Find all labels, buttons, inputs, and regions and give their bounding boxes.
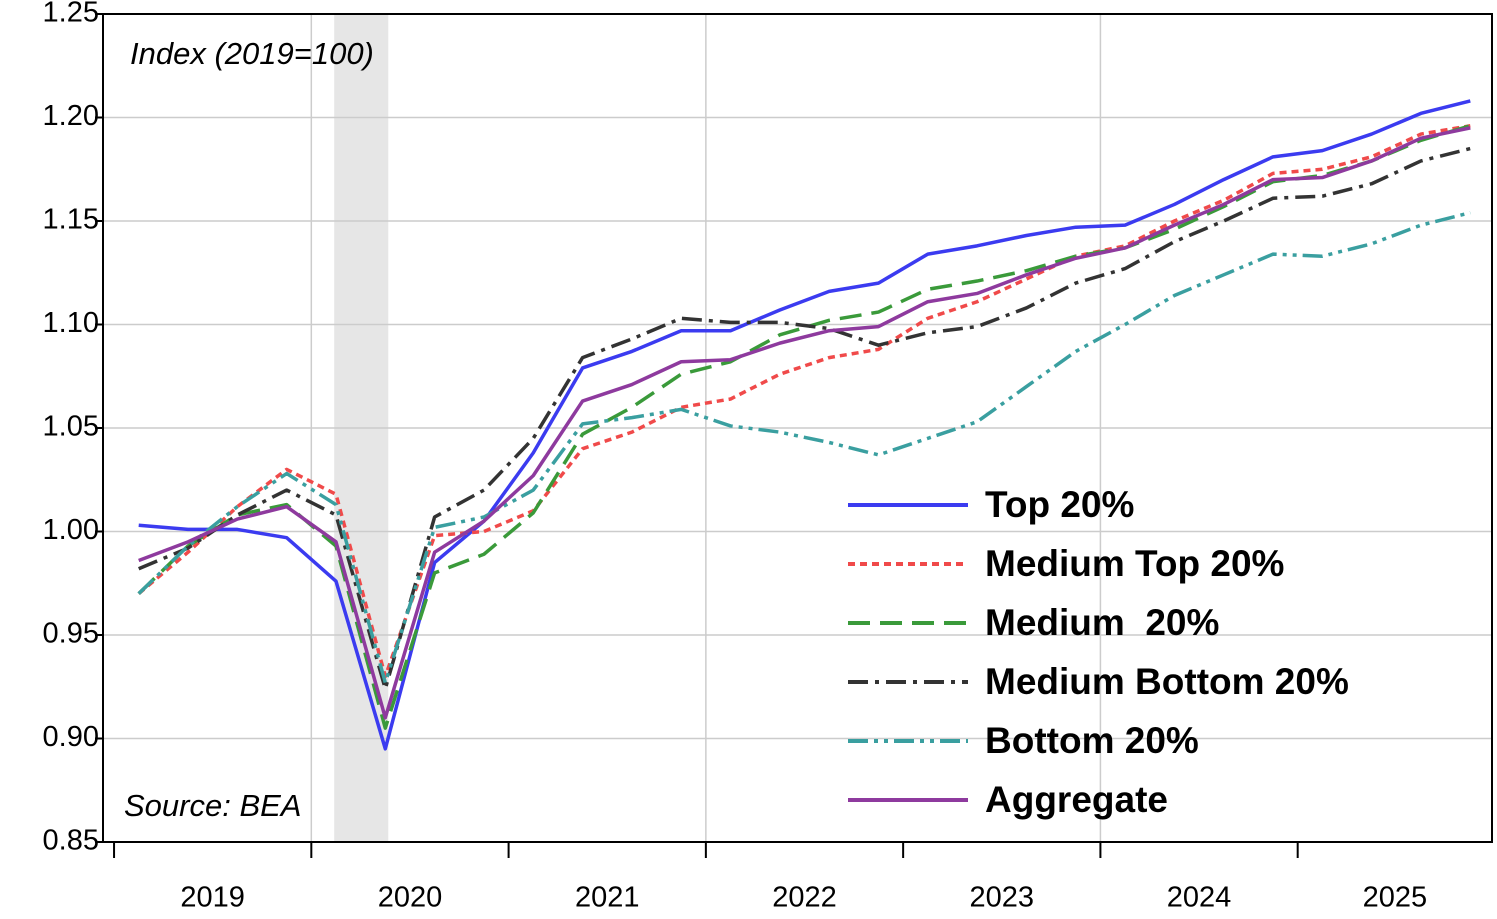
plot-frame bbox=[102, 13, 1493, 843]
y-tick-label: 0.90 bbox=[43, 721, 99, 753]
y-tick-label: 0.95 bbox=[43, 618, 99, 650]
y-tick-label: 1.05 bbox=[43, 411, 99, 443]
x-tick-label: 2022 bbox=[772, 882, 837, 914]
annotation: Source: BEA bbox=[124, 788, 301, 823]
y-tick-label: 1.00 bbox=[43, 514, 99, 546]
legend-label: Top 20% bbox=[985, 484, 1134, 525]
legend-label: Medium 20% bbox=[985, 602, 1219, 643]
line bbox=[138, 99, 1471, 751]
line bbox=[137, 124, 1471, 730]
y-tick-label: 1.20 bbox=[43, 100, 99, 132]
legend-label: Medium Bottom 20% bbox=[985, 661, 1349, 702]
x-tick-label: 2021 bbox=[575, 882, 640, 914]
legend-label: Aggregate bbox=[985, 779, 1168, 820]
y-tick-label: 0.85 bbox=[43, 825, 99, 857]
y-tick-label: 1.10 bbox=[43, 307, 99, 339]
y-tick-label: 1.15 bbox=[43, 204, 99, 236]
legend-label: Bottom 20% bbox=[985, 720, 1199, 761]
x-tick-label: 2025 bbox=[1363, 882, 1428, 914]
line bbox=[138, 126, 1471, 720]
y-tick-label: 1.25 bbox=[43, 0, 99, 29]
x-tick-label: 2020 bbox=[378, 882, 443, 914]
x-tick-label: 2019 bbox=[180, 882, 245, 914]
annotation: Index (2019=100) bbox=[130, 36, 374, 71]
line bbox=[138, 146, 1471, 691]
x-tick-label: 2024 bbox=[1167, 882, 1232, 914]
line bbox=[137, 124, 1471, 679]
legend-label: Medium Top 20% bbox=[985, 543, 1284, 584]
x-tick-label: 2023 bbox=[970, 882, 1035, 914]
line bbox=[137, 211, 1471, 685]
